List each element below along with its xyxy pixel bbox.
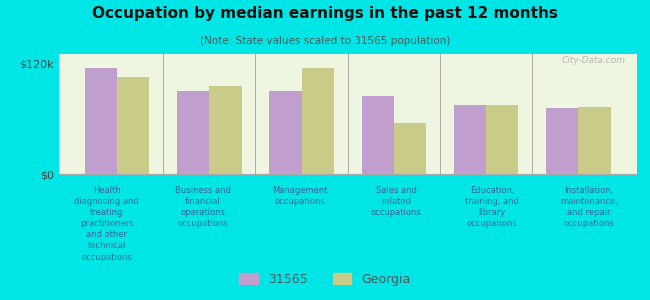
Text: (Note: State values scaled to 31565 population): (Note: State values scaled to 31565 popu… [200, 36, 450, 46]
Text: Installation,
maintenance,
and repair
occupations: Installation, maintenance, and repair oc… [560, 186, 618, 228]
Bar [486, 105, 519, 174]
Text: Education,
training, and
library
occupations: Education, training, and library occupat… [465, 186, 519, 228]
Bar [177, 91, 209, 174]
Bar [546, 107, 578, 174]
Legend: 31565, Georgia: 31565, Georgia [234, 268, 416, 291]
Bar [269, 91, 302, 174]
Bar [361, 95, 394, 174]
Bar [578, 106, 611, 174]
Bar [84, 68, 117, 174]
Text: Sales and
related
occupations: Sales and related occupations [370, 186, 421, 217]
Bar [454, 105, 486, 174]
Bar [209, 86, 242, 174]
Text: Occupation by median earnings in the past 12 months: Occupation by median earnings in the pas… [92, 6, 558, 21]
Text: City-Data.com: City-Data.com [562, 56, 625, 65]
Bar [394, 123, 426, 174]
Text: Health
diagnosing and
treating
practitioners
and other
technical
occupations: Health diagnosing and treating practitio… [74, 186, 139, 262]
Text: Management
occupations: Management occupations [272, 186, 328, 206]
Text: Business and
financial
operations
occupations: Business and financial operations occupa… [176, 186, 231, 228]
Bar [117, 77, 150, 174]
Bar [302, 68, 334, 174]
